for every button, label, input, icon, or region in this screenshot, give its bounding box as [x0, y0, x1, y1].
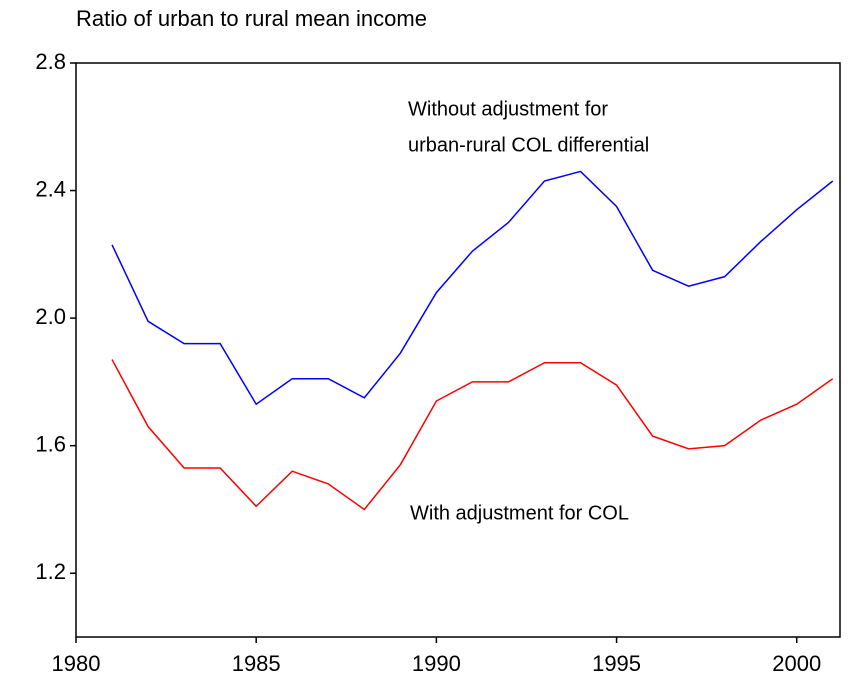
series-line [111, 170, 834, 406]
y-tick-label: 2.4 [35, 176, 66, 201]
annotation: Without adjustment for [408, 98, 608, 120]
annotation: urban-rural COL differential [408, 134, 649, 156]
annotation: With adjustment for COL [410, 502, 629, 524]
y-tick-label: 1.2 [35, 559, 66, 584]
x-tick-label: 2000 [772, 651, 821, 676]
series-line [111, 359, 834, 511]
x-tick-label: 1990 [412, 651, 461, 676]
x-tick-label: 1995 [592, 651, 641, 676]
x-tick-label: 1980 [52, 651, 101, 676]
x-tick-label: 1985 [232, 651, 281, 676]
y-tick-label: 2.0 [35, 304, 66, 329]
chart-title: Ratio of urban to rural mean income [76, 6, 427, 31]
y-tick-label: 1.6 [35, 431, 66, 456]
plot-frame [75, 62, 841, 638]
y-tick-label: 2.8 [35, 49, 66, 74]
